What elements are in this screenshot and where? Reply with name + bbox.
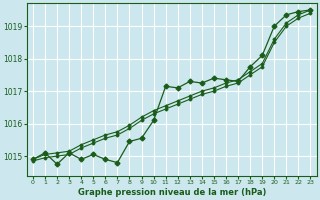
X-axis label: Graphe pression niveau de la mer (hPa): Graphe pression niveau de la mer (hPa) — [77, 188, 266, 197]
